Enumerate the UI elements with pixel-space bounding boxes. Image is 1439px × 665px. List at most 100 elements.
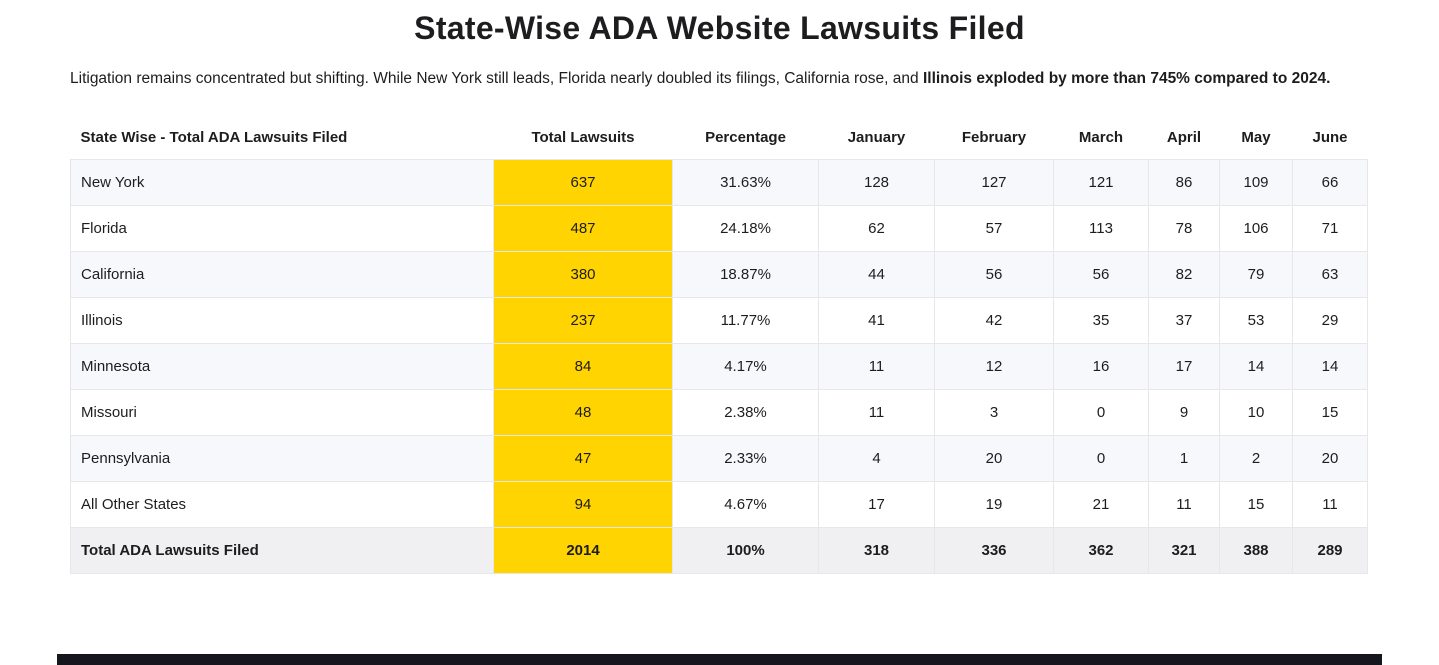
state-cell: New York (70, 159, 494, 207)
intro-text: Litigation remains concentrated but shif… (70, 67, 1367, 91)
intro-bold-text: Illinois exploded by more than 745% comp… (922, 70, 1331, 87)
month-cell: 79 (1219, 251, 1293, 299)
month-cell: 106 (1219, 205, 1293, 253)
month-cell: 9 (1148, 389, 1220, 437)
month-cell: 57 (934, 205, 1054, 253)
month-cell: 20 (1292, 435, 1368, 483)
intro-normal-text: Litigation remains concentrated but shif… (70, 70, 923, 87)
percentage-cell: 4.17% (672, 343, 819, 391)
month-cell: 1 (1148, 435, 1220, 483)
month-cell: 17 (1148, 343, 1220, 391)
col-header-january: January (818, 117, 935, 160)
month-cell: 15 (1292, 389, 1368, 437)
month-cell: 56 (1053, 251, 1149, 299)
footer-dark-bar (57, 654, 1382, 665)
percentage-cell: 24.18% (672, 205, 819, 253)
percentage-cell: 2.33% (672, 435, 819, 483)
table-row: Illinois 237 11.77% 41 42 35 37 53 29 (70, 297, 1368, 345)
col-header-total-lawsuits: Total Lawsuits (493, 117, 673, 160)
month-cell: 318 (818, 527, 935, 575)
state-cell: Pennsylvania (70, 435, 494, 483)
col-header-state: State Wise - Total ADA Lawsuits Filed (70, 117, 494, 160)
state-cell: Florida (70, 205, 494, 253)
month-cell: 66 (1292, 159, 1368, 207)
month-cell: 11 (1292, 481, 1368, 529)
month-cell: 37 (1148, 297, 1220, 345)
col-header-march: March (1053, 117, 1149, 160)
total-lawsuits-cell: 2014 (493, 527, 673, 575)
month-cell: 20 (934, 435, 1054, 483)
page-title: State-Wise ADA Website Lawsuits Filed (414, 10, 1025, 46)
month-cell: 41 (818, 297, 935, 345)
state-cell: Missouri (70, 389, 494, 437)
state-cell: Total ADA Lawsuits Filed (70, 527, 494, 575)
col-header-percentage: Percentage (672, 117, 819, 160)
month-cell: 15 (1219, 481, 1293, 529)
table-header-row: State Wise - Total ADA Lawsuits Filed To… (70, 117, 1368, 160)
percentage-cell: 11.77% (672, 297, 819, 345)
state-cell: Minnesota (70, 343, 494, 391)
month-cell: 128 (818, 159, 935, 207)
month-cell: 19 (934, 481, 1054, 529)
month-cell: 113 (1053, 205, 1149, 253)
state-cell: All Other States (70, 481, 494, 529)
percentage-cell: 4.67% (672, 481, 819, 529)
month-cell: 0 (1053, 435, 1149, 483)
table-body: New York 637 31.63% 128 127 121 86 109 66 Florida… (70, 159, 1368, 575)
month-cell: 71 (1292, 205, 1368, 253)
table-row: Florida 487 24.18% 62 57 113 78 106 71 (70, 205, 1368, 253)
table-row: Pennsylvania 47 2.33% 4 20 0 1 2 20 (70, 435, 1368, 483)
month-cell: 53 (1219, 297, 1293, 345)
total-lawsuits-cell: 637 (493, 159, 673, 207)
col-header-june: June (1292, 117, 1368, 160)
month-cell: 35 (1053, 297, 1149, 345)
month-cell: 109 (1219, 159, 1293, 207)
col-header-february: February (934, 117, 1054, 160)
total-lawsuits-cell: 47 (493, 435, 673, 483)
table-row: Missouri 48 2.38% 11 3 0 9 10 15 (70, 389, 1368, 437)
month-cell: 21 (1053, 481, 1149, 529)
month-cell: 42 (934, 297, 1054, 345)
percentage-cell: 18.87% (672, 251, 819, 299)
month-cell: 44 (818, 251, 935, 299)
table-total-row: Total ADA Lawsuits Filed 2014 100% 318 336 36… (70, 527, 1368, 575)
month-cell: 82 (1148, 251, 1220, 299)
month-cell: 321 (1148, 527, 1220, 575)
total-lawsuits-cell: 487 (493, 205, 673, 253)
col-header-april: April (1148, 117, 1220, 160)
month-cell: 127 (934, 159, 1054, 207)
table-row: New York 637 31.63% 128 127 121 86 109 66 (70, 159, 1368, 207)
month-cell: 63 (1292, 251, 1368, 299)
month-cell: 29 (1292, 297, 1368, 345)
month-cell: 14 (1292, 343, 1368, 391)
table-row: Minnesota 84 4.17% 11 12 16 17 14 14 (70, 343, 1368, 391)
table-row: All Other States 94 4.67% 17 19 21 11 15 11 (70, 481, 1368, 529)
month-cell: 388 (1219, 527, 1293, 575)
month-cell: 12 (934, 343, 1054, 391)
month-cell: 17 (818, 481, 935, 529)
month-cell: 0 (1053, 389, 1149, 437)
month-cell: 86 (1148, 159, 1220, 207)
month-cell: 56 (934, 251, 1054, 299)
total-lawsuits-cell: 237 (493, 297, 673, 345)
month-cell: 11 (1148, 481, 1220, 529)
month-cell: 10 (1219, 389, 1293, 437)
month-cell: 289 (1292, 527, 1368, 575)
month-cell: 11 (818, 343, 935, 391)
table-row: California 380 18.87% 44 56 56 82 79 63 (70, 251, 1368, 299)
month-cell: 362 (1053, 527, 1149, 575)
total-lawsuits-cell: 380 (493, 251, 673, 299)
percentage-cell: 31.63% (672, 159, 819, 207)
total-lawsuits-cell: 84 (493, 343, 673, 391)
state-cell: California (70, 251, 494, 299)
total-lawsuits-cell: 94 (493, 481, 673, 529)
lawsuits-table: State Wise - Total ADA Lawsuits Filed To… (70, 117, 1368, 575)
col-header-may: May (1219, 117, 1293, 160)
month-cell: 4 (818, 435, 935, 483)
state-cell: Illinois (70, 297, 494, 345)
month-cell: 336 (934, 527, 1054, 575)
percentage-cell: 2.38% (672, 389, 819, 437)
month-cell: 62 (818, 205, 935, 253)
table-header: State Wise - Total ADA Lawsuits Filed To… (70, 117, 1368, 160)
